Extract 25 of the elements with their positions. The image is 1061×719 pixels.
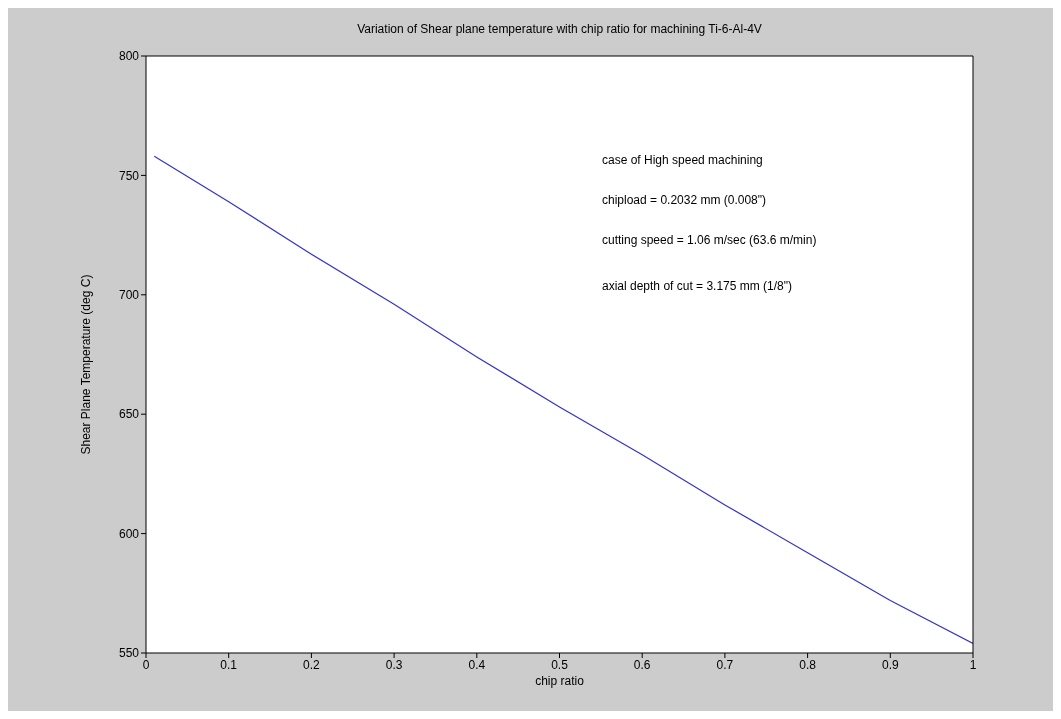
x-tick-label: 0.8 xyxy=(799,657,817,672)
x-tick-label: 1 xyxy=(969,657,977,672)
x-tick-label: 0.4 xyxy=(468,657,486,672)
x-axis-title: chip ratio xyxy=(535,674,585,688)
y-tick-label: 750 xyxy=(118,168,140,183)
x-tick-label: 0.7 xyxy=(716,657,734,672)
x-tick-label: 0.5 xyxy=(551,657,569,672)
x-tick-label: 0.6 xyxy=(633,657,651,672)
x-tick-label: 0.9 xyxy=(881,657,899,672)
line-series xyxy=(153,155,973,645)
annotation: case of High speed machining xyxy=(602,153,763,167)
y-tick-label: 600 xyxy=(118,526,140,541)
y-axis-title: Shear Plane Temperature (deg C) xyxy=(79,274,94,455)
annotation: chipload = 0.2032 mm (0.008") xyxy=(602,193,767,207)
y-tick-label: 800 xyxy=(118,49,140,64)
chart-title: Variation of Shear plane temperature with chip ratio for machining Ti-6-Al-4V xyxy=(356,22,763,36)
y-tick-label: 650 xyxy=(118,407,140,422)
x-tick-label: 0.2 xyxy=(303,657,321,672)
x-tick-label: 0.3 xyxy=(385,657,403,672)
y-tick-label: 700 xyxy=(118,288,140,303)
x-tick-label: 0 xyxy=(142,657,150,672)
x-tick-label: 0.1 xyxy=(220,657,238,672)
y-tick-label: 550 xyxy=(118,646,140,661)
annotation: cutting speed = 1.06 m/sec (63.6 m/min) xyxy=(602,233,817,247)
annotation: axial depth of cut = 3.175 mm (1/8") xyxy=(602,279,793,293)
